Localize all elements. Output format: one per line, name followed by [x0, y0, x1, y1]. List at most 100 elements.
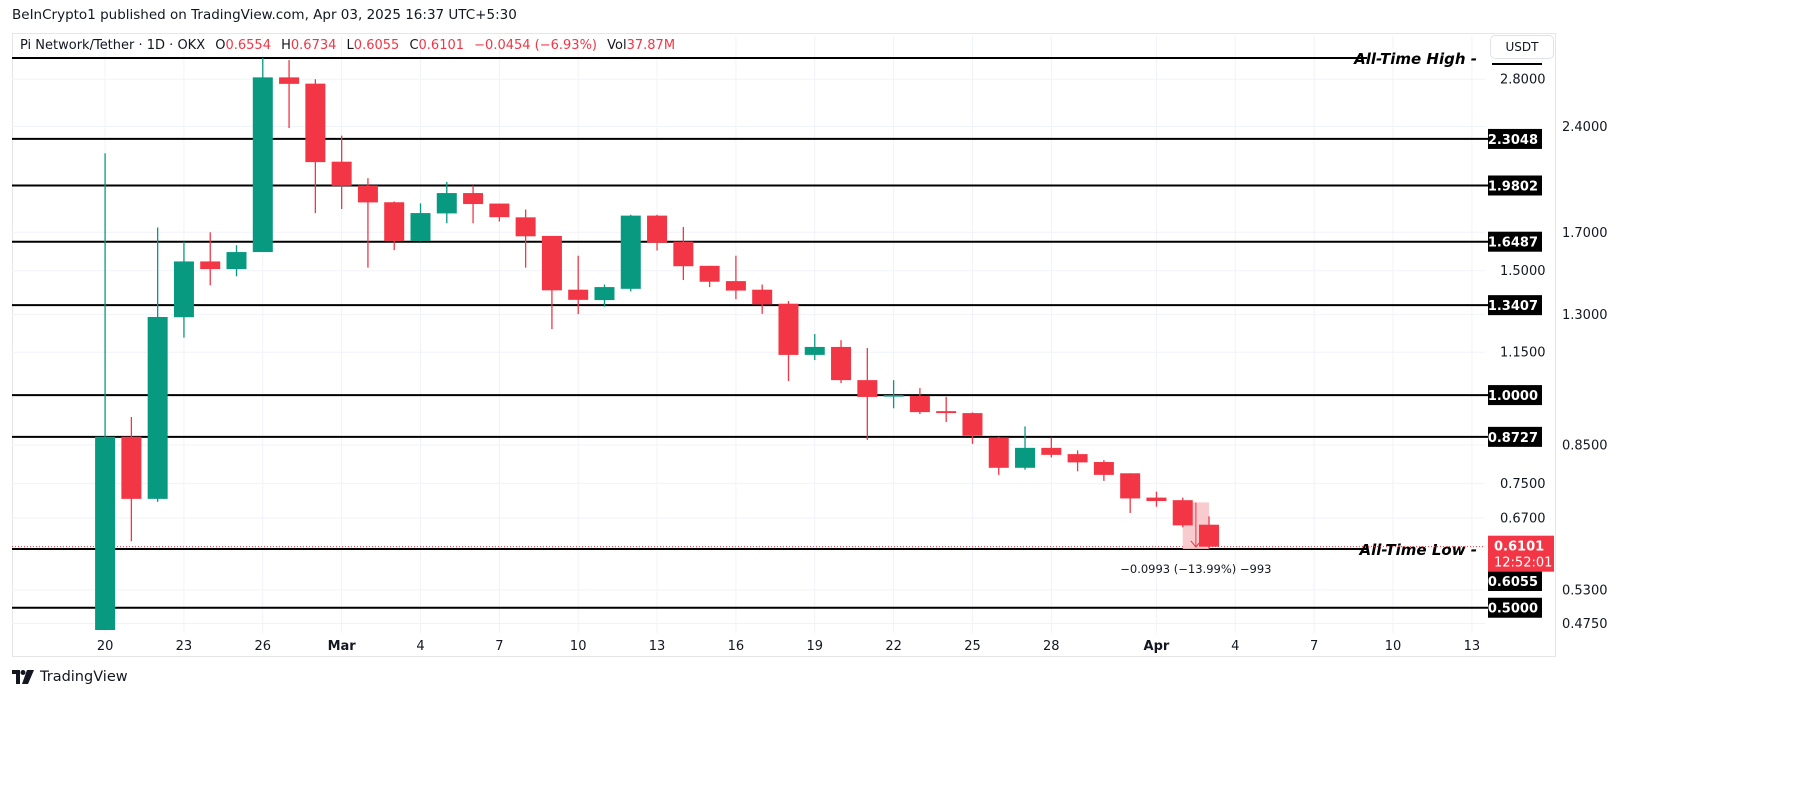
candle [1067, 450, 1088, 472]
candle-body [647, 215, 668, 243]
tradingview-logo[interactable]: TradingView [12, 669, 128, 685]
candle-body [883, 395, 904, 397]
bar-countdown: 12:52:01 [1494, 556, 1552, 571]
candle-body [226, 252, 247, 270]
x-tick-label: 13 [649, 639, 666, 654]
volume-label: Vol [607, 38, 627, 53]
level-price-box [1488, 231, 1542, 252]
level-price-label: 0.5000 [1488, 602, 1538, 617]
x-tick-label: 4 [1231, 639, 1239, 654]
measure-label: −0.0993 (−13.99%) −993 [1120, 562, 1271, 576]
x-tick-label: 13 [1464, 639, 1481, 654]
level-price-box [1488, 571, 1542, 592]
candle-body [936, 411, 957, 414]
candle-body [620, 215, 641, 289]
x-tick-label: 16 [728, 639, 745, 654]
level-line: 0.8727 [12, 426, 1542, 447]
candle-body [1041, 447, 1062, 455]
y-tick-label: 1.3000 [1562, 308, 1608, 323]
time-axis: 20 23 26 Mar 4 7 10 13 16 19 22 25 28 Apr 4 7 10 13 [97, 639, 1480, 654]
candle-body [121, 436, 142, 499]
candle [463, 185, 484, 224]
candle-body [410, 213, 431, 241]
candle-body [1172, 500, 1193, 526]
x-tick-label: 22 [885, 639, 902, 654]
candle [857, 347, 878, 440]
candle-body [752, 289, 773, 305]
candle-body [305, 83, 326, 163]
candle [147, 227, 168, 502]
currency-button[interactable]: USDT [1490, 35, 1554, 59]
y-tick-label: 2.4000 [1562, 120, 1608, 135]
level-line: 1.0000 [12, 385, 1542, 406]
level-price-label: 0.6055 [1488, 575, 1538, 590]
candle-body [147, 316, 168, 499]
level-price-box [1488, 597, 1542, 618]
price-axis: 2.8000 2.4000 1.7000 1.5000 1.3000 1.1500 0.85… [1488, 73, 1608, 632]
x-tick-label: Apr [1144, 639, 1170, 654]
tradingview-logo-icon [12, 670, 34, 684]
level-annotation: All-Time Low - [1359, 541, 1477, 559]
level-price-label: 1.3407 [1488, 299, 1538, 314]
chart-frame [12, 33, 1556, 657]
symbol-name[interactable]: Pi Network/Tether · 1D · OKX [20, 38, 206, 53]
candle [673, 226, 694, 281]
x-tick-label: 23 [176, 639, 193, 654]
candle [331, 135, 352, 210]
candle [384, 201, 405, 251]
candle [936, 396, 957, 423]
level-price-label: 2.3048 [1488, 133, 1538, 148]
candle [252, 58, 273, 253]
candle-body [95, 436, 116, 630]
candle [357, 178, 378, 268]
candle-body [200, 261, 221, 270]
level-price-box [1488, 426, 1542, 447]
level-line: 0.5000 [12, 597, 1542, 618]
candle [1093, 460, 1114, 481]
candle [1041, 437, 1062, 458]
candle [410, 203, 431, 242]
y-tick-label: 0.8500 [1562, 438, 1608, 453]
change-value: −0.0454 (−6.93%) [474, 38, 598, 53]
candle-body [699, 265, 720, 282]
candle-body [357, 185, 378, 203]
x-tick-label: Mar [328, 639, 357, 654]
candle-body [252, 77, 273, 253]
x-tick-label: 7 [495, 639, 503, 654]
candle [173, 241, 194, 338]
candle-body [909, 396, 930, 413]
level-price-label: 0.8727 [1488, 431, 1538, 446]
candle [279, 60, 300, 129]
candle [226, 245, 247, 277]
level-price-box [1488, 175, 1542, 196]
level-annotation: All-Time High - [1353, 50, 1477, 68]
candle-body [962, 413, 983, 436]
candle-body [778, 303, 799, 355]
grid [12, 36, 1485, 633]
close-value: 0.6101 [418, 38, 465, 53]
candle [436, 181, 457, 224]
level-line: 2.3048 [12, 128, 1542, 149]
level-price-box [1488, 385, 1542, 406]
level-price-label: 1.0000 [1488, 389, 1538, 404]
volume-value: 37.87M [626, 38, 676, 53]
candle [1015, 426, 1036, 470]
candle [515, 209, 536, 268]
candle [909, 388, 930, 415]
x-tick-label: 19 [806, 639, 823, 654]
candle-body [515, 217, 536, 237]
x-tick-label: 20 [97, 639, 114, 654]
candle-body [988, 437, 1009, 468]
level-line: All-Time High - [12, 50, 1542, 68]
high-label: H [281, 38, 291, 53]
x-tick-label: 4 [416, 639, 424, 654]
y-tick-label: 0.5300 [1562, 583, 1608, 598]
candle [200, 232, 221, 286]
candle-body [384, 202, 405, 241]
publish-line: BeInCrypto1 published on TradingView.com… [12, 7, 517, 23]
candle-body [1120, 473, 1141, 499]
candle-body [1199, 524, 1220, 547]
candle-body [1146, 497, 1167, 502]
candle [962, 412, 983, 444]
